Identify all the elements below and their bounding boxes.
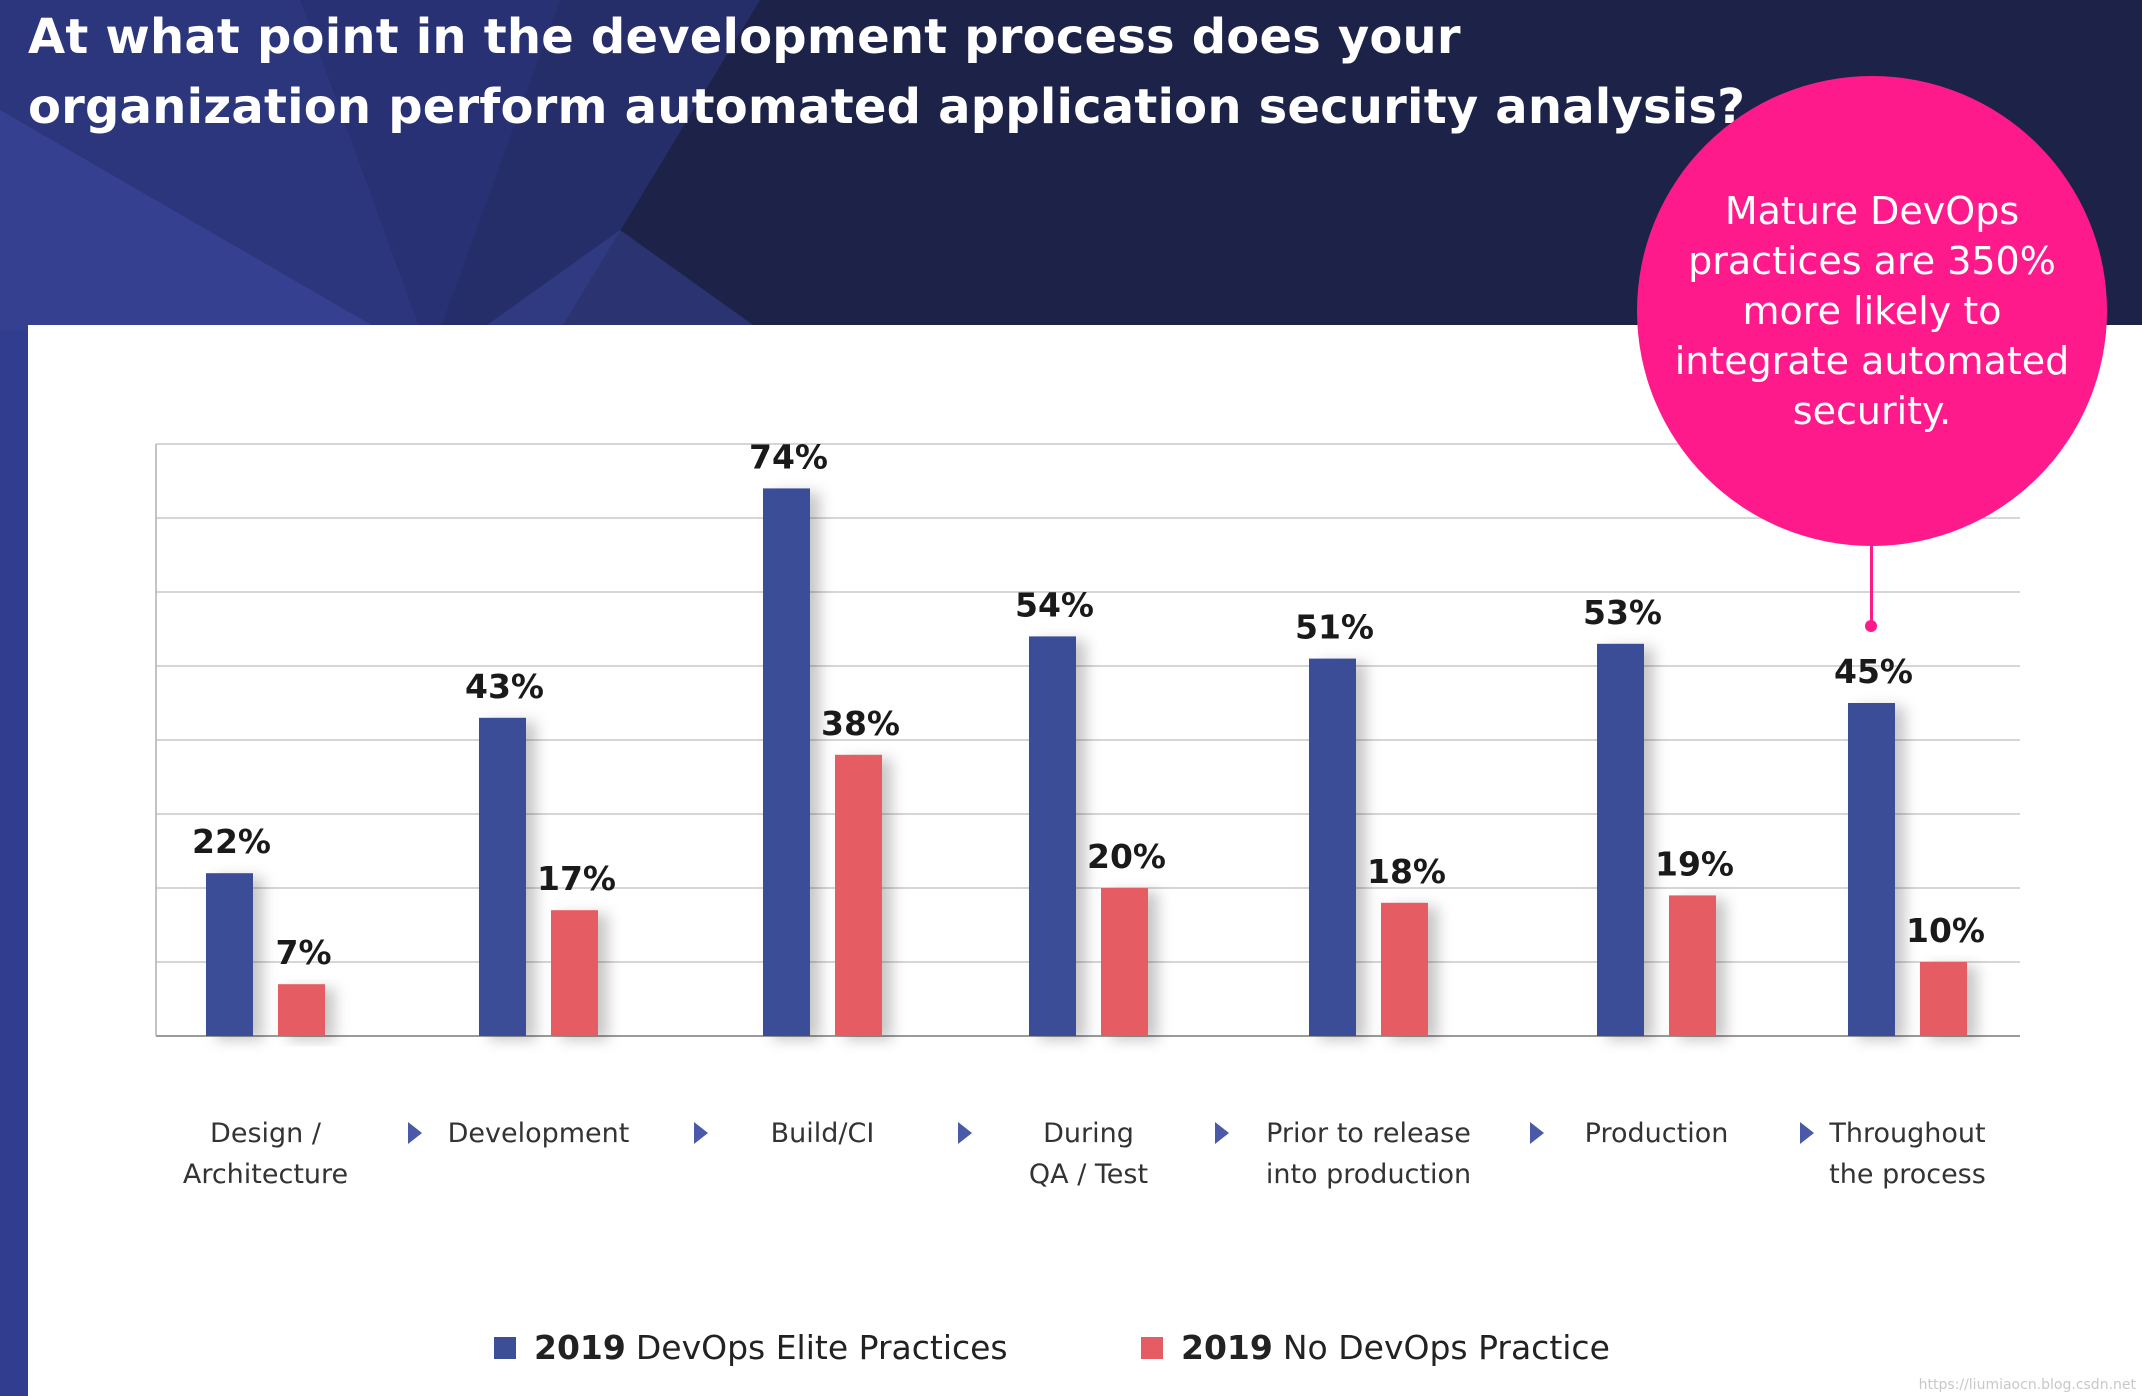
data-label-no-devops: 19% bbox=[1655, 844, 1734, 883]
data-label-elite: 45% bbox=[1834, 652, 1913, 691]
legend-label-elite: DevOps Elite Practices bbox=[635, 1328, 1008, 1367]
legend-label-no-devops: No DevOps Practice bbox=[1282, 1328, 1610, 1367]
data-label-no-devops: 7% bbox=[275, 933, 331, 972]
data-label-no-devops: 38% bbox=[821, 704, 900, 743]
category-label: Design / bbox=[210, 1118, 322, 1149]
bar-elite bbox=[1597, 643, 1644, 1036]
page-title: At what point in the development process… bbox=[28, 2, 1745, 142]
data-label-elite: 43% bbox=[465, 667, 544, 706]
bar-no-devops bbox=[278, 984, 325, 1036]
data-label-elite: 54% bbox=[1015, 585, 1094, 624]
data-label-elite: 53% bbox=[1583, 593, 1662, 632]
bar-elite bbox=[206, 873, 253, 1036]
category-label: During bbox=[1043, 1118, 1134, 1149]
category-label: the process bbox=[1829, 1159, 1986, 1190]
bar-elite bbox=[1029, 636, 1076, 1036]
bar-no-devops bbox=[1669, 895, 1716, 1036]
bar-no-devops bbox=[1101, 888, 1148, 1036]
stage-arrow-icon bbox=[958, 1122, 972, 1144]
stage-arrow-icon bbox=[1800, 1122, 1814, 1144]
bar-no-devops bbox=[551, 910, 598, 1036]
callout-pointer-line bbox=[1870, 546, 1873, 624]
watermark: https://liumiaocn.blog.csdn.net bbox=[1918, 1377, 2136, 1393]
data-label-elite: 51% bbox=[1295, 608, 1374, 647]
legend-year-elite: 2019 bbox=[534, 1328, 626, 1367]
stage-arrow-icon bbox=[1530, 1122, 1544, 1144]
data-label-elite: 74% bbox=[749, 437, 828, 476]
stage-arrow-icon bbox=[694, 1122, 708, 1144]
category-label: Prior to release bbox=[1266, 1118, 1471, 1149]
bar-no-devops bbox=[1381, 902, 1428, 1036]
category-label: Throughout bbox=[1828, 1118, 1985, 1149]
category-label: QA / Test bbox=[1029, 1159, 1148, 1190]
bar-elite bbox=[479, 717, 526, 1036]
legend-item-elite: 2019 DevOps Elite Practices bbox=[494, 1328, 1008, 1367]
category-label: Architecture bbox=[183, 1159, 348, 1190]
stage-arrow-icon bbox=[1215, 1122, 1229, 1144]
data-label-no-devops: 20% bbox=[1087, 837, 1166, 876]
data-label-no-devops: 17% bbox=[537, 859, 616, 898]
bar-elite bbox=[1848, 703, 1895, 1036]
data-label-no-devops: 10% bbox=[1906, 911, 1985, 950]
title-line-2: organization perform automated applicati… bbox=[28, 79, 1746, 135]
bar-elite bbox=[1309, 658, 1356, 1036]
callout-text: Mature DevOps practices are 350% more li… bbox=[1674, 189, 2070, 433]
callout-bubble: Mature DevOps practices are 350% more li… bbox=[1637, 76, 2107, 546]
legend-swatch-no-devops bbox=[1141, 1336, 1163, 1359]
stage-arrow-icon bbox=[408, 1122, 422, 1144]
bar-no-devops bbox=[835, 754, 882, 1036]
category-label: Production bbox=[1585, 1118, 1729, 1149]
bar-elite bbox=[763, 488, 810, 1036]
legend-swatch-elite bbox=[494, 1336, 516, 1359]
category-label: into production bbox=[1266, 1159, 1471, 1190]
legend-year-no-devops: 2019 bbox=[1181, 1328, 1273, 1367]
data-label-no-devops: 18% bbox=[1367, 852, 1446, 891]
title-line-1: At what point in the development process… bbox=[28, 9, 1461, 65]
legend-item-no-devops: 2019 No DevOps Practice bbox=[1141, 1328, 1610, 1367]
data-label-elite: 22% bbox=[192, 822, 271, 861]
category-label: Build/CI bbox=[771, 1118, 875, 1149]
category-label: Development bbox=[448, 1118, 630, 1149]
callout-pointer-dot bbox=[1865, 620, 1877, 632]
bar-no-devops bbox=[1920, 962, 1967, 1036]
